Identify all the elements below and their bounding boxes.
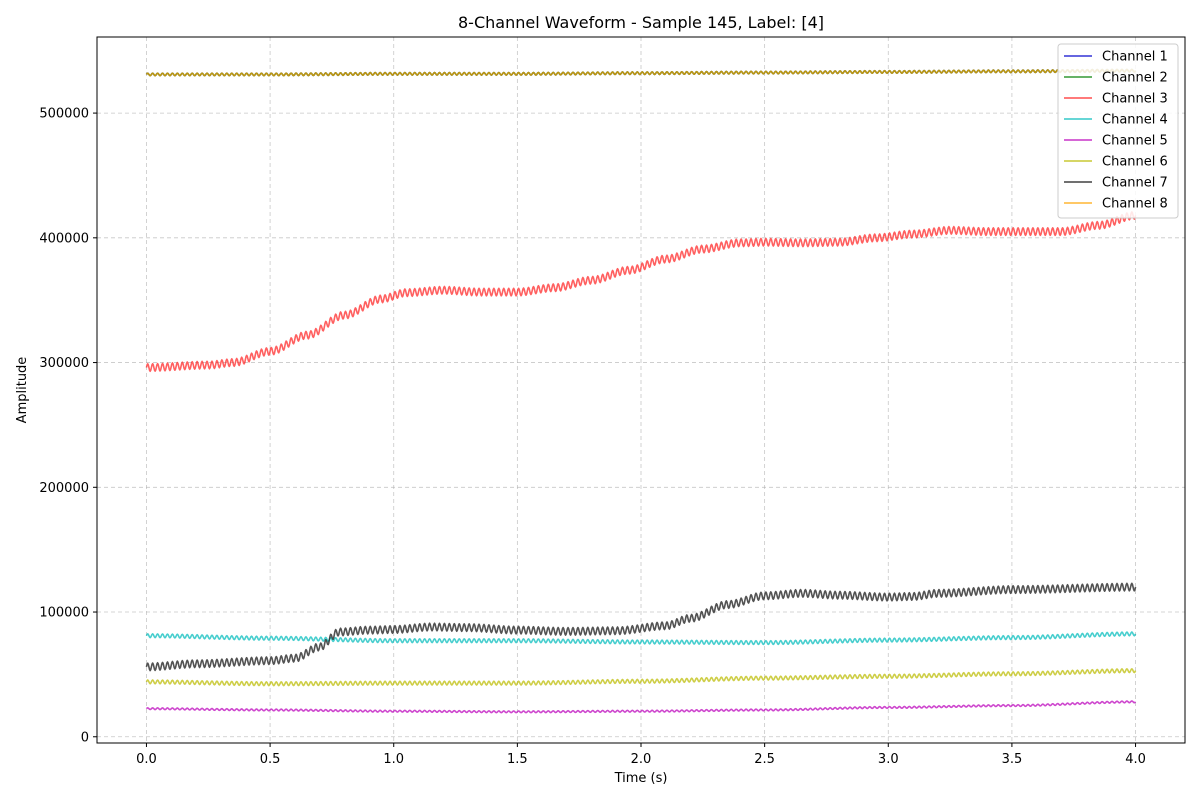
series-lines [145, 68, 1137, 714]
x-tick-label: 3.0 [878, 752, 899, 767]
series-line-6 [145, 667, 1137, 687]
y-tick-label: 0 [81, 730, 89, 745]
legend-label: Channel 7 [1102, 176, 1168, 191]
x-tick-label: 1.0 [383, 752, 404, 767]
y-axis-label: Amplitude [15, 357, 30, 424]
legend-label: Channel 5 [1102, 134, 1168, 149]
series-line-7 [145, 582, 1137, 672]
x-tick-label: 1.5 [507, 752, 528, 767]
legend: Channel 1 Channel 2 Channel 3 Channel 4 Chan… [1057, 43, 1179, 219]
x-tick-label: 2.5 [754, 752, 775, 767]
y-tick-label: 200000 [39, 481, 89, 496]
legend-label: Channel 4 [1102, 113, 1168, 128]
x-tick-label: 0.5 [260, 752, 281, 767]
y-tick-label: 100000 [39, 606, 89, 621]
x-axis-ticks: 0.0 0.5 1.0 1.5 2.0 2.5 3.0 3.5 4.0 [136, 743, 1146, 767]
legend-label: Channel 8 [1102, 197, 1168, 212]
legend-label: Channel 6 [1102, 155, 1168, 170]
series-line-4 [145, 631, 1137, 646]
legend-box [1057, 43, 1179, 219]
series-line-8 [145, 68, 1137, 77]
legend-label: Channel 3 [1102, 92, 1168, 107]
series-line-5 [145, 700, 1137, 714]
x-tick-label: 2.0 [631, 752, 652, 767]
y-tick-label: 500000 [39, 107, 89, 122]
x-tick-label: 4.0 [1125, 752, 1146, 767]
x-tick-label: 0.0 [136, 752, 157, 767]
y-tick-label: 300000 [39, 356, 89, 371]
x-tick-label: 3.5 [1002, 752, 1023, 767]
legend-label: Channel 2 [1102, 71, 1168, 86]
y-tick-label: 400000 [39, 231, 89, 246]
y-axis-ticks: 0 100000 200000 300000 400000 500000 [39, 107, 97, 745]
legend-label: Channel 1 [1102, 50, 1168, 65]
series-line-3 [145, 211, 1137, 373]
chart-title: 8-Channel Waveform - Sample 145, Label: … [458, 13, 824, 32]
x-axis-label: Time (s) [614, 771, 668, 786]
